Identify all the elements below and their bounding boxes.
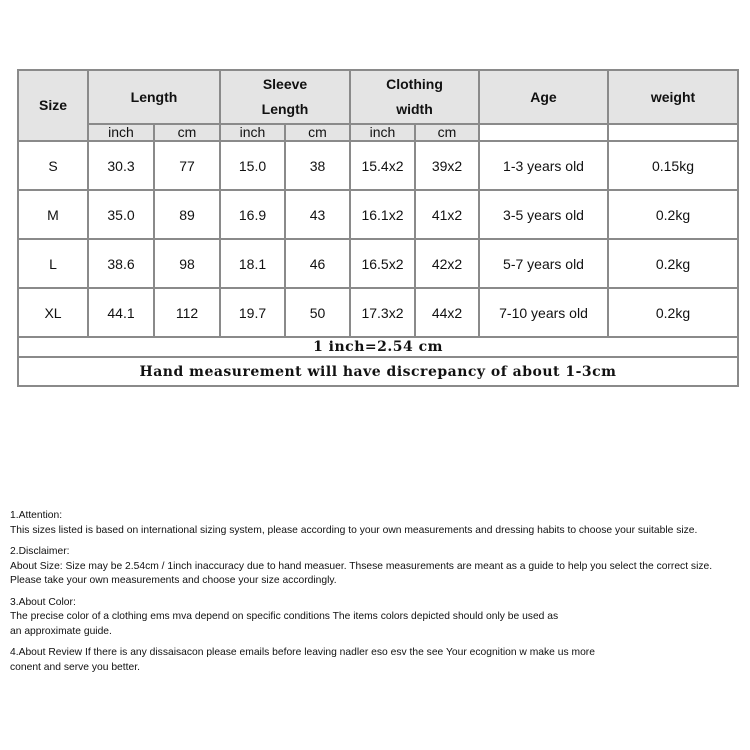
header-weight: weight (607, 69, 739, 125)
table-cell: 38 (284, 140, 351, 191)
unit-cm: cm (153, 123, 221, 142)
table-cell: 44x2 (414, 287, 480, 338)
table-cell: 16.9 (219, 189, 286, 240)
table-row: XL 44.1 112 19.7 50 17.3x2 44x2 7-10 years old 0… (17, 287, 739, 338)
table-cell: 42x2 (414, 238, 480, 289)
notes-section: 1.Attention: This sizes listed is based o… (10, 509, 745, 682)
discrepancy-note: Hand measurement will have discrepancy o… (17, 356, 739, 387)
table-cell: 17.3x2 (349, 287, 416, 338)
conversion-note: 1 inch=2.54 cm (17, 336, 739, 358)
table-cell: 44.1 (87, 287, 155, 338)
table-cell: 41x2 (414, 189, 480, 240)
table-cell: 1-3 years old (478, 140, 609, 191)
table-cell: M (17, 189, 89, 240)
unit-cm: cm (414, 123, 480, 142)
note-line: an approximate guide. (10, 625, 112, 637)
unit-cm: cm (284, 123, 351, 142)
table-cell: 35.0 (87, 189, 155, 240)
note-section: 2.Disclaimer: About Size: Size may be 2.5… (10, 545, 745, 589)
note-title: 1.Attention: (10, 510, 63, 521)
table-cell: 3-5 years old (478, 189, 609, 240)
unit-inch: inch (349, 123, 416, 142)
note-section: 4.About Review If there is any dissaisac… (10, 646, 745, 675)
note-line: Please take your own measurements and ch… (10, 575, 337, 586)
note-section: 3.About Color: The precise color of a clo… (10, 596, 745, 640)
note-line: conent and serve you better. (10, 661, 140, 673)
table-cell: 30.3 (87, 140, 155, 191)
header-sleeve-length: Sleeve Length (219, 69, 351, 125)
table-row: L 38.6 98 18.1 46 16.5x2 42x2 5-7 years old 0.2k… (17, 238, 739, 289)
table-cell: 46 (284, 238, 351, 289)
note-line: About Size: Size may be 2.54cm / 1inch i… (10, 560, 713, 572)
note-title: 3.About Color: (10, 596, 76, 608)
table-cell: S (17, 140, 89, 191)
table-cell: 5-7 years old (478, 238, 609, 289)
table-cell: 15.4x2 (349, 140, 416, 191)
table-cell: 50 (284, 287, 351, 338)
size-chart-table: Size Length Sleeve Length Clothing width… (17, 69, 739, 387)
unit-inch: inch (87, 123, 155, 142)
table-cell: 19.7 (219, 287, 286, 338)
header-age: Age (478, 69, 609, 125)
unit-empty (478, 123, 609, 142)
table-cell: XL (17, 287, 89, 338)
header-clothing-width: Clothing width (349, 69, 480, 125)
note-title: 2.Disclaimer: (10, 546, 70, 557)
header-length: Length (87, 69, 221, 125)
note-section: 1.Attention: This sizes listed is based o… (10, 509, 745, 538)
table-cell: 0.2kg (607, 189, 739, 240)
discrepancy-row: Hand measurement will have discrepancy o… (17, 356, 739, 387)
conversion-row: 1 inch=2.54 cm (17, 336, 739, 358)
unit-inch: inch (219, 123, 286, 142)
table-cell: 98 (153, 238, 221, 289)
table-row: S 30.3 77 15.0 38 15.4x2 39x2 1-3 years old 0.15… (17, 140, 739, 191)
header-clothing-width-text: Clothing width (386, 76, 443, 117)
unit-row: inch cm inch cm inch cm (18, 123, 739, 142)
table-cell: 0.15kg (607, 140, 739, 191)
table-cell: 39x2 (414, 140, 480, 191)
table-cell: 89 (153, 189, 221, 240)
note-line: The precise color of a clothing ems mva … (10, 611, 559, 622)
header-size: Size (17, 69, 89, 142)
table-cell: 43 (284, 189, 351, 240)
table-cell: 7-10 years old (478, 287, 609, 338)
table-cell: 18.1 (219, 238, 286, 289)
note-line: This sizes listed is based on internatio… (10, 524, 698, 536)
header-sleeve-length-text: Sleeve Length (261, 76, 309, 117)
table-cell: 16.5x2 (349, 238, 416, 289)
table-cell: 15.0 (219, 140, 286, 191)
table-cell: 38.6 (87, 238, 155, 289)
table-cell: L (17, 238, 89, 289)
table-cell: 16.1x2 (349, 189, 416, 240)
table-cell: 0.2kg (607, 287, 739, 338)
note-line: 4.About Review If there is any dissaisac… (10, 647, 595, 658)
table-row: M 35.0 89 16.9 43 16.1x2 41x2 3-5 years old 0.2k… (17, 189, 739, 240)
unit-empty (607, 123, 739, 142)
table-cell: 77 (153, 140, 221, 191)
header-row: Size Length Sleeve Length Clothing width… (17, 69, 739, 142)
table-cell: 112 (153, 287, 221, 338)
table-cell: 0.2kg (607, 238, 739, 289)
